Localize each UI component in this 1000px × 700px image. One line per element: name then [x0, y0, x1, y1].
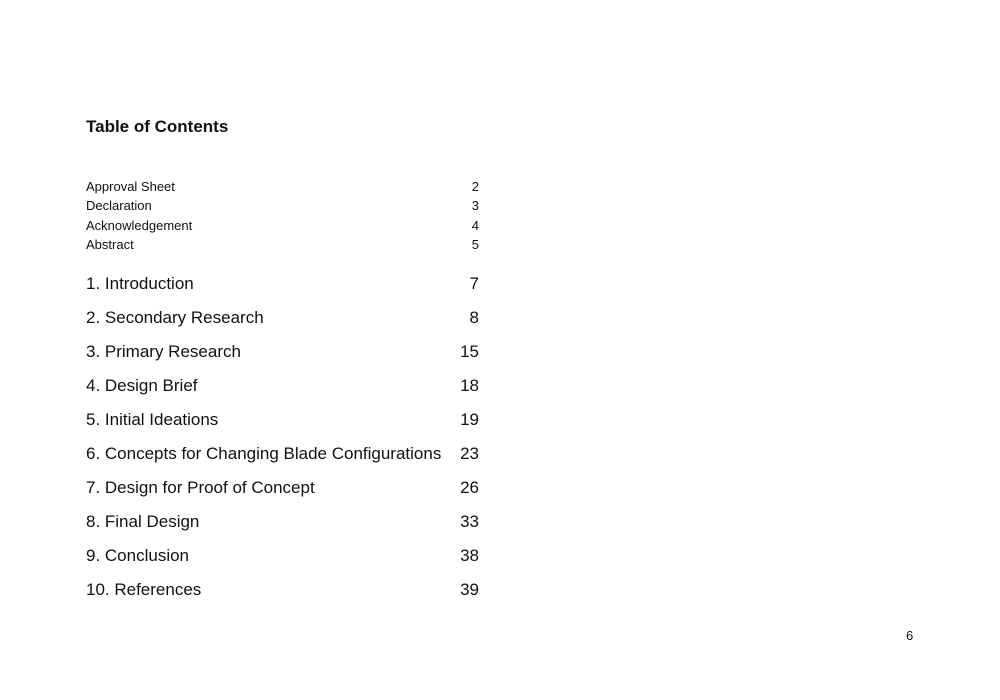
toc-entry[interactable]: Acknowledgement 4 [86, 216, 479, 235]
toc-entry-page: 3 [471, 198, 479, 214]
toc-entry-label: Approval Sheet [86, 179, 175, 194]
toc-entry-label: Acknowledgement [86, 217, 193, 233]
front-matter-list: Approval Sheet 2 Declaration 3 Acknowledgeme… [86, 177, 479, 254]
toc-entry[interactable]: Approval Sheet 2 [86, 177, 479, 196]
toc-entry-label: 3. Primary Research [86, 342, 241, 361]
toc-entry-page: 15 [460, 342, 479, 361]
toc-entry-page: 26 [460, 478, 479, 497]
toc-entry-label: 4. Design Brief [86, 376, 198, 395]
toc-entry-label: 1. Introduction [86, 274, 194, 293]
toc-entry-label: 8. Final Design [86, 512, 200, 531]
toc-entry[interactable]: 9. Conclusion 38 [86, 543, 479, 577]
toc-entry[interactable]: 1. Introduction 7 [86, 271, 479, 305]
toc-entry-page: 8 [469, 308, 479, 327]
page-number: 6 [906, 628, 914, 643]
toc-entry-page: 39 [460, 580, 479, 599]
toc-entry-label: Abstract [86, 236, 134, 252]
toc-entry[interactable]: Declaration 3 [86, 196, 479, 215]
toc-entry[interactable]: 3. Primary Research 15 [86, 339, 479, 373]
toc-entry-page: 7 [469, 274, 479, 293]
toc-entry-page: 2 [471, 179, 479, 194]
toc-entry-label: 7. Design for Proof of Concept [86, 478, 315, 497]
page-title: Table of Contents [86, 117, 229, 136]
toc-entry[interactable]: 10. References 39 [86, 577, 479, 611]
toc-entry[interactable]: Abstract 5 [86, 235, 479, 254]
toc-entry-label: 10. References [86, 580, 202, 599]
toc-entry[interactable]: 5. Initial Ideations 19 [86, 407, 479, 441]
toc-entry[interactable]: 8. Final Design 33 [86, 509, 479, 543]
toc-entry[interactable]: 7. Design for Proof of Concept 26 [86, 475, 479, 509]
toc-entry-page: 23 [460, 444, 479, 463]
toc-entry-page: 38 [460, 546, 479, 565]
toc-entry-label: 6. Concepts for Changing Blade Configura… [86, 444, 442, 463]
toc-entry-label: 5. Initial Ideations [86, 410, 219, 429]
toc-entry-page: 19 [460, 410, 479, 429]
toc-entry-label: 9. Conclusion [86, 546, 190, 565]
toc-entry[interactable]: 6. Concepts for Changing Blade Configura… [86, 441, 479, 475]
toc-entry-label: 2. Secondary Research [86, 308, 264, 327]
toc-entry-page: 33 [460, 512, 479, 531]
toc-entry-page: 4 [471, 217, 479, 233]
toc-entry-label: Declaration [86, 198, 152, 214]
chapter-list: 1. Introduction 7 2. Secondary Research 8 3.… [86, 271, 479, 611]
toc-entry[interactable]: 4. Design Brief 18 [86, 373, 479, 407]
toc-entry-page: 18 [460, 376, 479, 395]
toc-entry-page: 5 [471, 236, 479, 252]
toc-entry[interactable]: 2. Secondary Research 8 [86, 305, 479, 339]
